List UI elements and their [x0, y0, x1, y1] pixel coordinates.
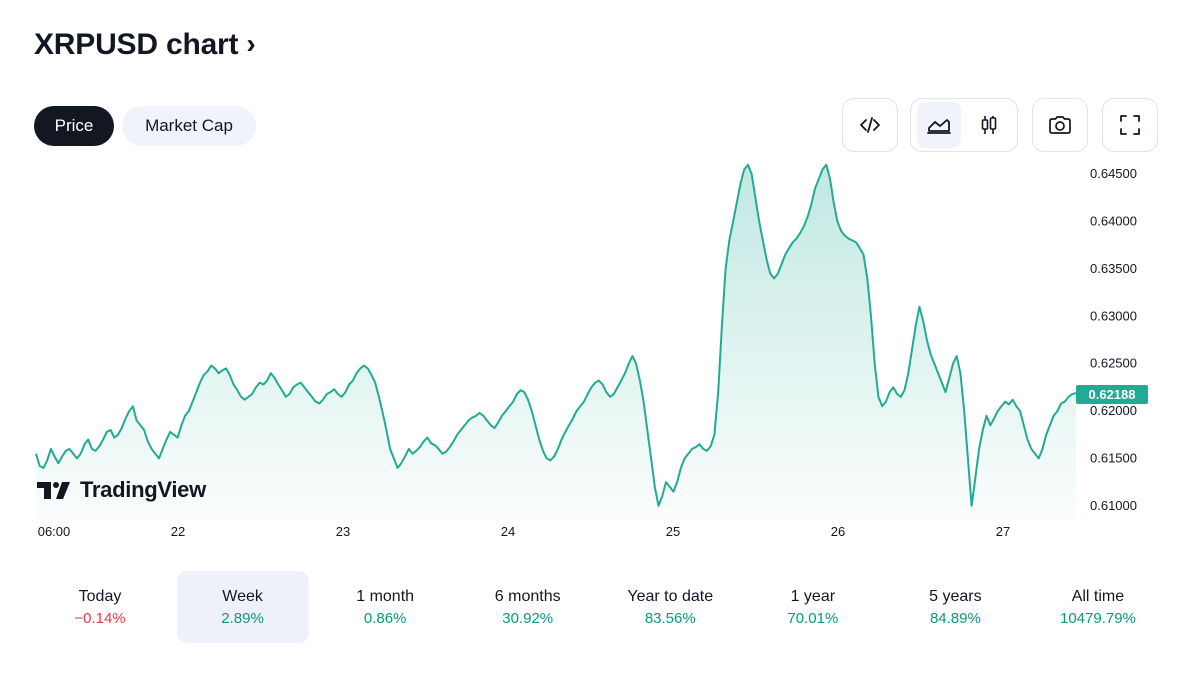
period-change: 30.92% [502, 609, 554, 627]
screenshot-button[interactable] [1032, 98, 1088, 152]
x-tick-label: 24 [501, 524, 515, 539]
chart-style-group [910, 98, 1018, 152]
period-label: Today [78, 587, 122, 605]
page-title-text: XRPUSD chart [34, 28, 239, 61]
period-today[interactable]: Today −0.14% [34, 571, 166, 643]
x-tick-label: 25 [666, 524, 680, 539]
period-label: Year to date [627, 587, 714, 605]
area-chart-button[interactable] [917, 102, 961, 148]
page-title[interactable]: XRPUSD chart › [34, 28, 256, 62]
period-performance-row: Today −0.14% Week 2.89% 1 month 0.86% 6 … [34, 571, 1164, 643]
period-label: Week [222, 587, 263, 605]
candlestick-chart-button[interactable] [967, 102, 1011, 148]
tradingview-logo[interactable]: TradingView [36, 477, 206, 503]
embed-code-icon [860, 117, 880, 133]
tab-price[interactable]: Price [34, 106, 114, 146]
x-axis: 06:00 22 23 24 25 26 27 [38, 524, 1011, 539]
period-change: 0.86% [363, 609, 407, 627]
period-week[interactable]: Week 2.89% [176, 571, 309, 643]
period-6-months[interactable]: 6 months 30.92% [462, 571, 594, 643]
period-label: All time [1071, 587, 1125, 605]
price-line [35, 163, 1077, 507]
period-1-month[interactable]: 1 month 0.86% [319, 571, 451, 643]
last-price-badge: 0.62188 [1076, 385, 1148, 404]
tradingview-mark-icon [37, 482, 70, 499]
camera-icon [1049, 116, 1071, 134]
period-label: 5 years [929, 587, 982, 605]
price-chart[interactable]: 0.64500 0.64000 0.63500 0.63000 0.62500 0.620… [0, 160, 1200, 550]
y-tick-label: 0.64500 [1090, 166, 1137, 181]
y-tick-label: 0.62500 [1090, 356, 1137, 371]
period-label: 6 months [494, 587, 561, 605]
fullscreen-button[interactable] [1102, 98, 1158, 152]
price-area-fill [36, 164, 1076, 520]
y-tick-label: 0.61500 [1090, 450, 1137, 465]
tradingview-wordmark: TradingView [80, 477, 206, 502]
period-change: 2.89% [221, 609, 264, 627]
candlestick-chart-icon [981, 116, 997, 134]
y-tick-label: 0.62000 [1090, 403, 1137, 418]
y-tick-label: 0.63000 [1090, 308, 1137, 323]
x-tick-label: 27 [996, 524, 1010, 539]
fullscreen-icon [1120, 115, 1140, 135]
period-change: 70.01% [787, 609, 839, 627]
period-change: 83.56% [644, 609, 696, 627]
period-change: −0.14% [74, 609, 126, 627]
y-tick-label: 0.61000 [1090, 498, 1137, 513]
period-all-time[interactable]: All time 10479.79% [1032, 571, 1164, 643]
x-tick-label: 26 [831, 524, 845, 539]
period-change: 10479.79% [1059, 609, 1136, 627]
period-5-years[interactable]: 5 years 84.89% [889, 571, 1021, 643]
period-label: 1 year [790, 587, 836, 605]
y-axis: 0.64500 0.64000 0.63500 0.63000 0.62500 0.620… [1090, 166, 1137, 513]
period-change: 84.89% [929, 609, 981, 627]
tab-market-cap[interactable]: Market Cap [122, 106, 256, 146]
y-tick-label: 0.64000 [1090, 214, 1137, 229]
period-year-to-date[interactable]: Year to date 83.56% [604, 571, 736, 643]
chevron-right-icon: › [246, 28, 256, 59]
x-tick-label: 06:00 [38, 524, 71, 539]
y-tick-label: 0.63500 [1090, 261, 1137, 276]
period-1-year[interactable]: 1 year 70.01% [747, 571, 879, 643]
period-label: 1 month [356, 587, 415, 605]
x-tick-label: 23 [336, 524, 350, 539]
embed-button[interactable] [842, 98, 898, 152]
area-chart-icon [927, 119, 951, 134]
x-tick-label: 22 [171, 524, 185, 539]
